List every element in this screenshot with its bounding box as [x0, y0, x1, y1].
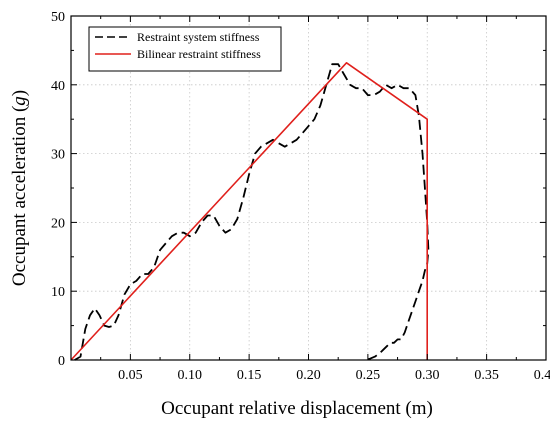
series-restraint-system-stiffness	[74, 63, 430, 361]
ticks: 0.05 0.10 0.15 0.20 0.25 0.30 0.35 0.40 0 10 20 30 4…	[51, 10, 550, 383]
y-axis-title-unit: g	[9, 96, 30, 106]
legend: Restraint system stiffness Bilinear restr…	[88, 26, 282, 72]
y-axis-title-close: )	[9, 90, 30, 96]
y-tick-label: 30	[51, 148, 65, 163]
y-tick-label: 40	[51, 79, 65, 94]
x-tick-label: 0.25	[356, 368, 381, 383]
x-tick-label: 0.20	[296, 368, 321, 383]
x-tick-label: 0.40	[534, 368, 550, 383]
legend-label: Bilinear restraint stiffness	[137, 47, 261, 61]
legend-label: Restraint system stiffness	[137, 30, 260, 44]
y-tick-label: 20	[51, 216, 65, 231]
x-tick-label: 0.35	[474, 368, 499, 383]
series-bilinear-restraint-stiffness	[70, 61, 429, 361]
x-tick-label: 0.10	[178, 368, 203, 383]
y-tick-label: 0	[58, 354, 65, 369]
y-tick-label: 10	[51, 285, 65, 300]
y-tick-label: 50	[51, 10, 65, 25]
x-tick-label: 0.05	[118, 368, 143, 383]
series-layer	[70, 61, 430, 361]
legend-box	[88, 26, 282, 72]
x-axis-title: Occupant relative displacement (m)	[161, 398, 433, 419]
x-tick-label: 0.15	[237, 368, 262, 383]
x-tick-label: 0.30	[415, 368, 440, 383]
y-axis-title-main: Occupant acceleration (	[9, 106, 30, 286]
y-axis-title: Occupant acceleration (g)	[9, 90, 30, 286]
